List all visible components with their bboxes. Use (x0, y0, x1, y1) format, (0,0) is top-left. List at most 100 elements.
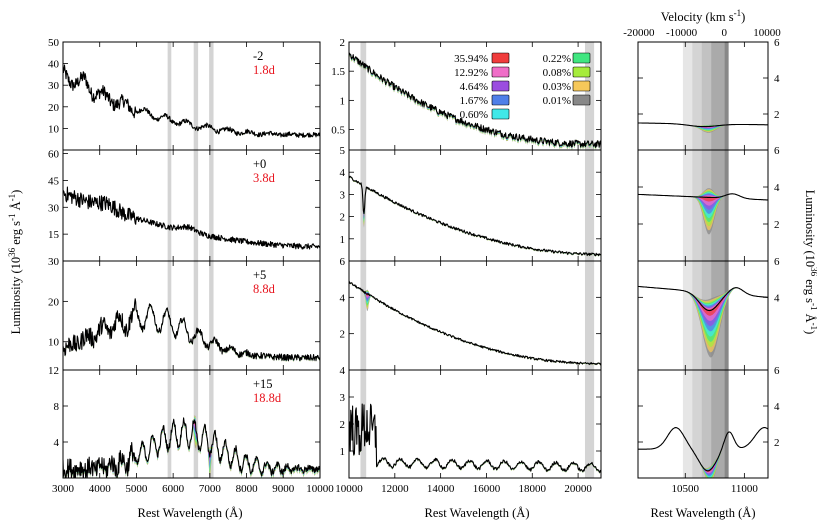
y-tick-label: 30 (48, 80, 60, 92)
y-tick-label: 8 (54, 401, 60, 413)
x-tick-label: 14000 (427, 483, 455, 495)
y-tick-label: 6 (774, 256, 780, 268)
x-tick-label: 16000 (473, 483, 501, 495)
tick-labels: 10203040500.511.522461530456012345246102… (48, 27, 781, 495)
phase-label: -2 (253, 49, 263, 63)
model-band-1 (349, 280, 601, 365)
observed-spectrum (349, 280, 601, 366)
model-band-6 (349, 280, 601, 366)
y-tick-label: 4 (774, 292, 780, 304)
observed-spectrum (638, 427, 768, 472)
observed-spectrum (638, 285, 768, 312)
x-tick-label: 6000 (162, 483, 185, 495)
x-tick-label: 12000 (381, 483, 409, 495)
line-center-band (724, 370, 729, 478)
days-label: 18.8d (253, 391, 282, 405)
shaded-band (584, 370, 595, 478)
model-band-3 (349, 175, 601, 257)
legend-label: 4.64% (460, 81, 488, 93)
model-band-8 (349, 280, 601, 366)
shaded-band (711, 42, 727, 150)
y-tick-label: 0.5 (331, 125, 345, 137)
panel-nir-row-2 (348, 260, 602, 371)
days-label: 1.8d (253, 63, 276, 77)
shaded-band (584, 261, 595, 370)
x-tick-label: 20000 (564, 483, 592, 495)
legend-swatch (491, 66, 510, 78)
model-band-6 (63, 415, 320, 478)
panel-frame (62, 369, 321, 479)
velocity-tick-label: 10000 (753, 27, 781, 39)
x-tick-label: 8000 (236, 483, 259, 495)
legend-swatch (572, 94, 591, 106)
panel-he-row-2 (637, 260, 769, 371)
x-tick-label: 10000 (335, 483, 363, 495)
y-tick-label: 1.5 (331, 66, 345, 78)
x-tick-label: 9000 (272, 483, 295, 495)
y-tick-label: 10 (48, 337, 60, 349)
y-tick-label: 2 (774, 437, 780, 449)
x-tick-label: 7000 (199, 483, 222, 495)
shaded-band (167, 370, 172, 478)
model-band-0 (638, 286, 768, 316)
y-tick-label: 10 (48, 123, 60, 135)
model-band-1 (349, 175, 601, 256)
observed-spectrum (63, 186, 320, 250)
panel-nir-row-3 (348, 369, 602, 479)
y-tick-label: 6 (340, 256, 346, 268)
days-label: 8.8d (253, 282, 276, 296)
shaded-band (193, 261, 199, 370)
panel-nir-row-1 (348, 149, 602, 262)
y-tick-label: 1 (340, 95, 346, 107)
velocity-tick-label: -20000 (623, 27, 655, 39)
model-band-0 (349, 175, 601, 256)
panel-frame (348, 149, 602, 262)
y-tick-label: 20 (48, 102, 60, 114)
x-tick-label: 3000 (52, 483, 75, 495)
shaded-band (360, 261, 367, 370)
y-tick-label: 2 (774, 109, 780, 121)
y-tick-label: 1 (340, 234, 346, 246)
shaded-band (584, 150, 595, 261)
shaded-band (167, 150, 172, 261)
velocity-axis-label: Velocity (km s-1) (661, 8, 746, 24)
line-center-band (724, 261, 729, 370)
legend-swatch (572, 80, 591, 92)
y-tick-label: 1 (340, 446, 346, 458)
x-tick-label: 18000 (519, 483, 547, 495)
legend-swatch (572, 52, 591, 64)
y-tick-label: 2 (340, 212, 346, 224)
panel-optical-row-1: +03.8d (62, 149, 321, 262)
observed-spectrum (349, 52, 601, 148)
y-tick-label: 50 (48, 37, 60, 49)
days-label: 3.8d (253, 171, 276, 185)
shaded-band (193, 150, 199, 261)
model-band-4 (349, 175, 601, 257)
y-tick-label: 12 (48, 365, 59, 377)
y-tick-label: 4 (340, 167, 346, 179)
y-tick-label: 6 (774, 145, 780, 157)
legend-swatch (491, 52, 510, 64)
legend-label: 1.67% (460, 95, 488, 107)
legend-swatch (572, 66, 591, 78)
y-tick-label: 2 (340, 419, 346, 431)
legend-label: 35.94% (454, 53, 488, 65)
legend: 35.94% 12.92% 4.64% 1.67% 0.60% 0.22% 0.08% 0.0… (454, 52, 591, 121)
model-band-6 (349, 175, 601, 257)
panel-optical-row-0: -21.8d (62, 41, 321, 151)
model-band-8 (63, 64, 320, 139)
panel-frame (637, 369, 769, 479)
x-tick-label: 4000 (89, 483, 112, 495)
panel-he-row-3 (637, 369, 769, 479)
model-band-4 (63, 65, 320, 138)
y-tick-label: 4 (774, 73, 780, 85)
observed-spectrum (63, 417, 320, 478)
model-band-2 (349, 175, 601, 256)
y-tick-label: 60 (48, 149, 60, 161)
shaded-band (193, 42, 199, 150)
velocity-tick-label: 0 (722, 27, 728, 39)
shaded-band (209, 261, 214, 370)
phase-label: +0 (253, 157, 266, 171)
phase-label: +15 (253, 377, 273, 391)
